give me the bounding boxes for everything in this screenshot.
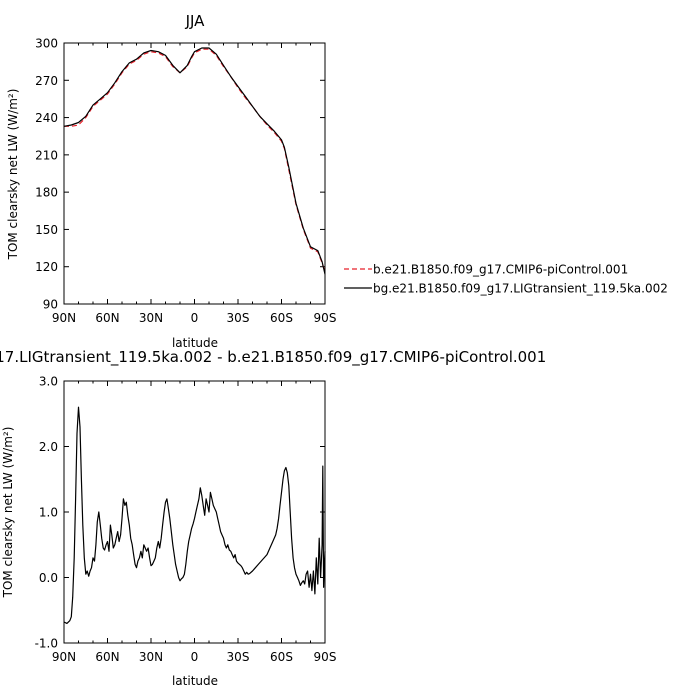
top-chart-xlabel: latitude — [172, 336, 218, 350]
y-tick-label: -1.0 — [35, 637, 58, 651]
series-line-1 — [63, 47, 326, 275]
x-tick-label: 30S — [227, 650, 250, 664]
y-tick-label: 300 — [35, 37, 58, 51]
bottom-chart-frame — [63, 380, 326, 644]
top-chart-ylabel: TOM clearsky net LW (W/m²) — [6, 89, 20, 261]
y-tick-label: 120 — [35, 260, 58, 274]
x-tick-label: 90S — [314, 311, 337, 325]
y-tick-label: 210 — [35, 148, 58, 162]
x-tick-label: 0 — [191, 311, 199, 325]
y-tick-label: 0.0 — [39, 571, 58, 585]
legend-label-picontrol: b.e21.B1850.f09_g17.CMIP6-piControl.001 — [373, 263, 628, 277]
x-tick-label: 60S — [270, 650, 293, 664]
x-tick-label: 60S — [270, 311, 293, 325]
y-tick-label: 270 — [35, 74, 58, 88]
bottom-chart-ylabel: TOM clearsky net LW (W/m²) — [1, 427, 15, 599]
top-chart-title: JJA — [185, 12, 206, 30]
legend: b.e21.B1850.f09_g17.CMIP6-piControl.001 … — [344, 263, 668, 296]
series-line-0 — [64, 48, 326, 272]
x-tick-label: 60N — [95, 311, 119, 325]
x-tick-label: 30N — [139, 650, 163, 664]
y-tick-label: 2.0 — [39, 440, 58, 454]
bottom-chart-title: bg.e21.B1850.f09_g17.LIGtransient_119.5k… — [0, 348, 546, 367]
x-tick-label: 90N — [52, 650, 76, 664]
top-chart: JJA TOM clearsky net LW (W/m²) latitude … — [6, 12, 336, 350]
bottom-chart: bg.e21.B1850.f09_g17.LIGtransient_119.5k… — [0, 348, 546, 688]
x-tick-label: 0 — [191, 650, 199, 664]
x-tick-label: 90N — [52, 311, 76, 325]
x-tick-label: 30S — [227, 311, 250, 325]
y-tick-label: 180 — [35, 186, 58, 200]
legend-label-ligtransient: bg.e21.B1850.f09_g17.LIGtransient_119.5k… — [373, 282, 668, 296]
y-tick-label: 150 — [35, 223, 58, 237]
bottom-chart-xlabel: latitude — [172, 674, 218, 688]
top-chart-frame — [63, 42, 326, 305]
y-tick-label: 240 — [35, 111, 58, 125]
y-tick-label: 90 — [43, 298, 58, 312]
series-line-0 — [63, 406, 326, 625]
y-tick-label: 3.0 — [39, 375, 58, 389]
x-tick-label: 90S — [314, 650, 337, 664]
y-tick-label: 1.0 — [39, 506, 58, 520]
x-tick-label: 60N — [95, 650, 119, 664]
x-tick-label: 30N — [139, 311, 163, 325]
